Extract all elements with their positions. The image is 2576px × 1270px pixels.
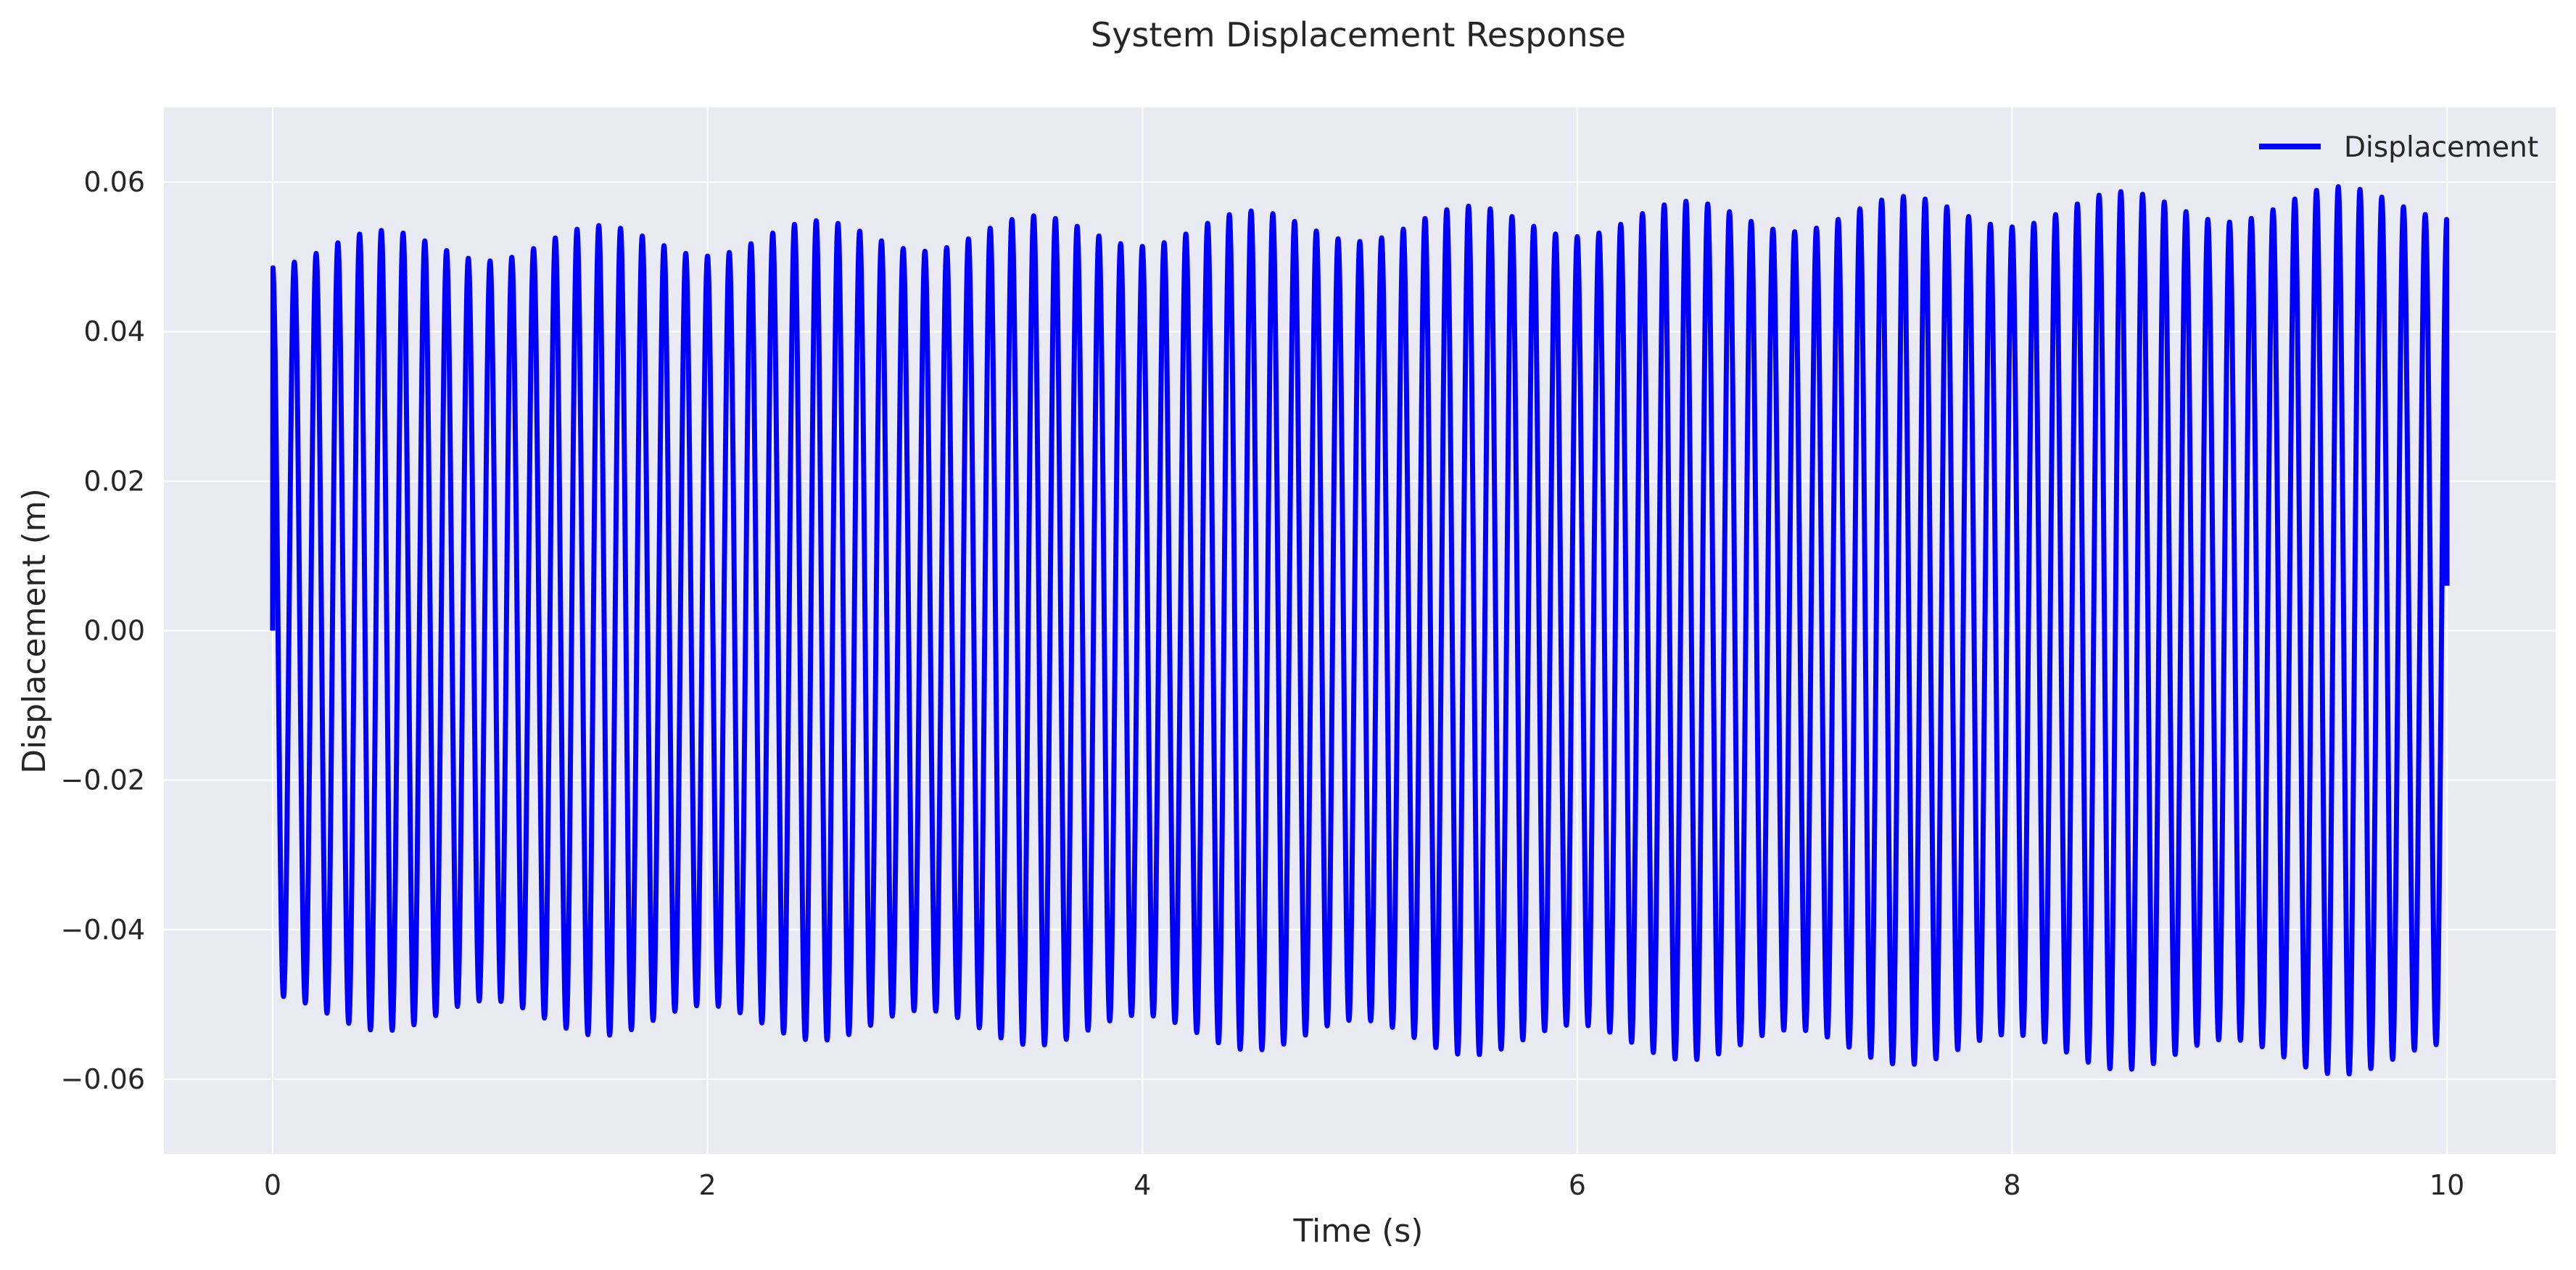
x-tick-label: 8 — [2003, 1169, 2020, 1201]
y-tick-label: 0.02 — [83, 465, 145, 497]
y-tick-label: −0.04 — [61, 914, 145, 946]
y-tick-label: 0.00 — [83, 615, 145, 647]
y-tick-label: −0.02 — [61, 764, 145, 796]
x-tick-label: 4 — [1134, 1169, 1151, 1201]
y-tick-label: 0.06 — [83, 166, 145, 198]
y-tick-label: −0.06 — [61, 1063, 145, 1095]
series-layer — [270, 184, 2450, 1077]
tick-labels: 0 2 4 6 8 10 −0.06 −0.04 −0.02 0.00 0.02 0.04 0.06 — [61, 166, 2465, 1201]
series-line-displacement — [270, 184, 2450, 1077]
chart-title: System Displacement Response — [1091, 15, 1626, 54]
y-tick-label: 0.04 — [83, 316, 145, 347]
legend-label-displacement: Displacement — [2344, 131, 2538, 164]
x-tick-label: 10 — [2430, 1169, 2464, 1201]
x-tick-label: 0 — [264, 1169, 281, 1201]
legend: Displacement — [2259, 131, 2538, 164]
x-axis-label: Time (s) — [1293, 1213, 1424, 1250]
x-tick-label: 6 — [1569, 1169, 1586, 1201]
y-axis-label: Displacement (m) — [16, 488, 53, 774]
x-tick-label: 2 — [698, 1169, 716, 1201]
